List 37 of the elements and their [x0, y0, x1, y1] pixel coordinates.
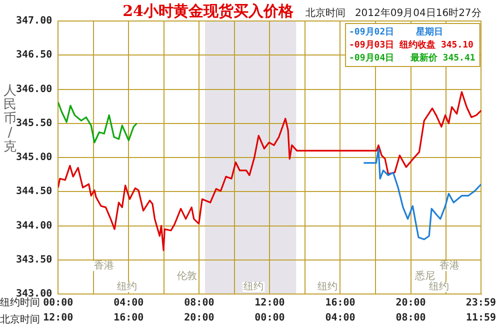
text: -09月02日 星期日 — [349, 26, 443, 38]
y-tick-label: 344.00 — [16, 220, 52, 232]
y-tick-label: 343.50 — [16, 254, 52, 266]
x-tick-label: 23:59 — [466, 298, 496, 309]
x-tick-label: 00:00 — [43, 298, 74, 309]
annotation: 纽约 — [318, 280, 338, 293]
y-tick-label: 346.50 — [16, 50, 52, 61]
annotation: 香港 — [440, 260, 460, 272]
chart-title: 24小时黄金现货买入价格 — [122, 2, 294, 20]
annotation: 悉尼 — [414, 270, 436, 282]
annotation: 香港 — [94, 260, 114, 272]
x2-tick-label: 16:00 — [114, 312, 144, 324]
y-tick-label: 345.00 — [16, 152, 52, 164]
x2-tick-label: 00:00 — [254, 312, 285, 324]
chart-subtitle: 北京时间 2012年09月04日16时27分 — [305, 7, 482, 19]
y-tick-label: 345.50 — [16, 118, 52, 129]
text: -09月03日 纽约收盘 345.10 — [349, 39, 474, 50]
x-tick-label: 20:00 — [396, 298, 426, 309]
text: -09月04日 最新价 345.41 — [349, 52, 476, 64]
annotation: 纽约 — [244, 280, 264, 293]
annotation: 纽约 — [428, 280, 449, 293]
y-axis-title: 人民币/克 — [4, 84, 16, 154]
x-tick-label: 04:00 — [114, 298, 144, 309]
annotation: 纽约 — [117, 280, 138, 293]
y-tick-label: 346.00 — [16, 84, 52, 95]
x-tick-label: 08:00 — [184, 298, 214, 309]
x-tick-label: 12:00 — [254, 298, 285, 309]
y-tick-label: 344.50 — [16, 186, 52, 198]
x2-axis-title: 北京时间 — [0, 314, 40, 326]
x2-tick-label: 11:59 — [466, 312, 496, 324]
x2-tick-label: 04:00 — [325, 312, 356, 324]
x2-tick-label: 12:00 — [43, 312, 74, 324]
x2-tick-label: 08:00 — [396, 312, 426, 324]
y-tick-label: 347.00 — [16, 16, 52, 27]
x2-tick-label: 20:00 — [184, 312, 214, 324]
x-tick-label: 16:00 — [325, 298, 356, 309]
annotation: 伦敦 — [177, 270, 198, 282]
